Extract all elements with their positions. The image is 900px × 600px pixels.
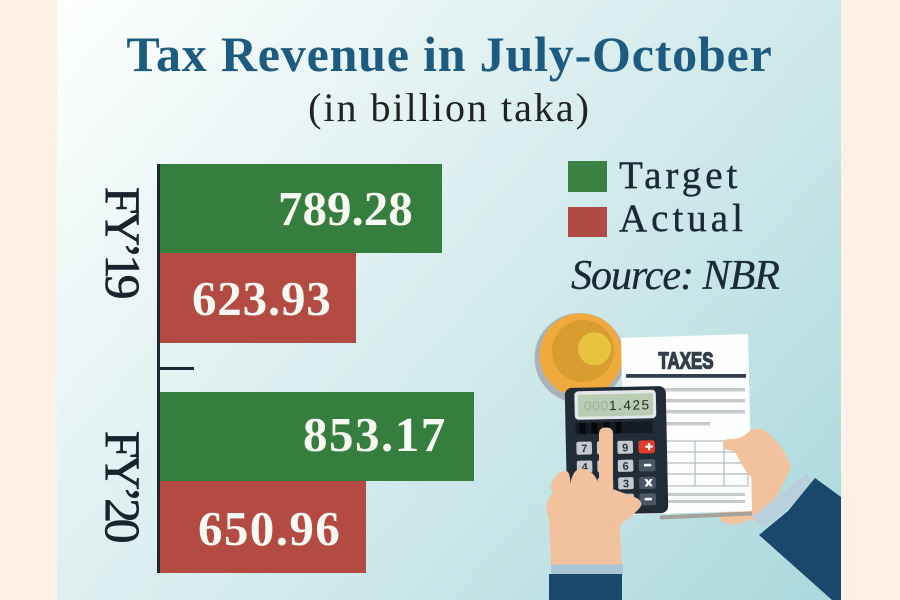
svg-text:1.425: 1.425 [609,397,649,413]
svg-text:TAXES: TAXES [658,348,713,374]
svg-text:4: 4 [581,462,588,474]
svg-text:3: 3 [623,478,629,490]
svg-text:7: 7 [581,443,587,455]
svg-text:6: 6 [622,461,628,473]
svg-text:000: 000 [584,398,608,413]
svg-text:9: 9 [622,442,628,454]
